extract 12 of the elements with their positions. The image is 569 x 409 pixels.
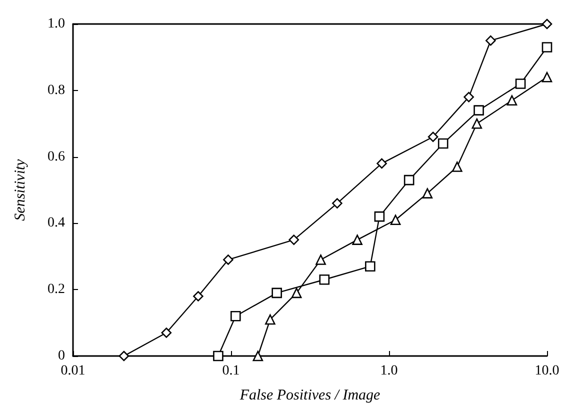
y-tick-label: 0.6 bbox=[48, 149, 65, 164]
x-tick-label: 1.0 bbox=[380, 364, 398, 378]
x-tick-label: 0.01 bbox=[60, 364, 86, 378]
y-tick-label: 0.4 bbox=[48, 216, 65, 231]
x-tick-label: 0.1 bbox=[222, 364, 240, 378]
x-axis-title: False Positives / Image bbox=[238, 388, 381, 404]
y-tick-label: 0.8 bbox=[48, 82, 65, 98]
y-axis-title: Sensitivity bbox=[12, 158, 28, 221]
y-tick-label: 0.2 bbox=[48, 282, 65, 298]
y-tick-label: 0 bbox=[58, 348, 65, 364]
x-tick-label: 10.0 bbox=[534, 364, 560, 378]
y-tick-label: 1.0 bbox=[48, 16, 65, 32]
